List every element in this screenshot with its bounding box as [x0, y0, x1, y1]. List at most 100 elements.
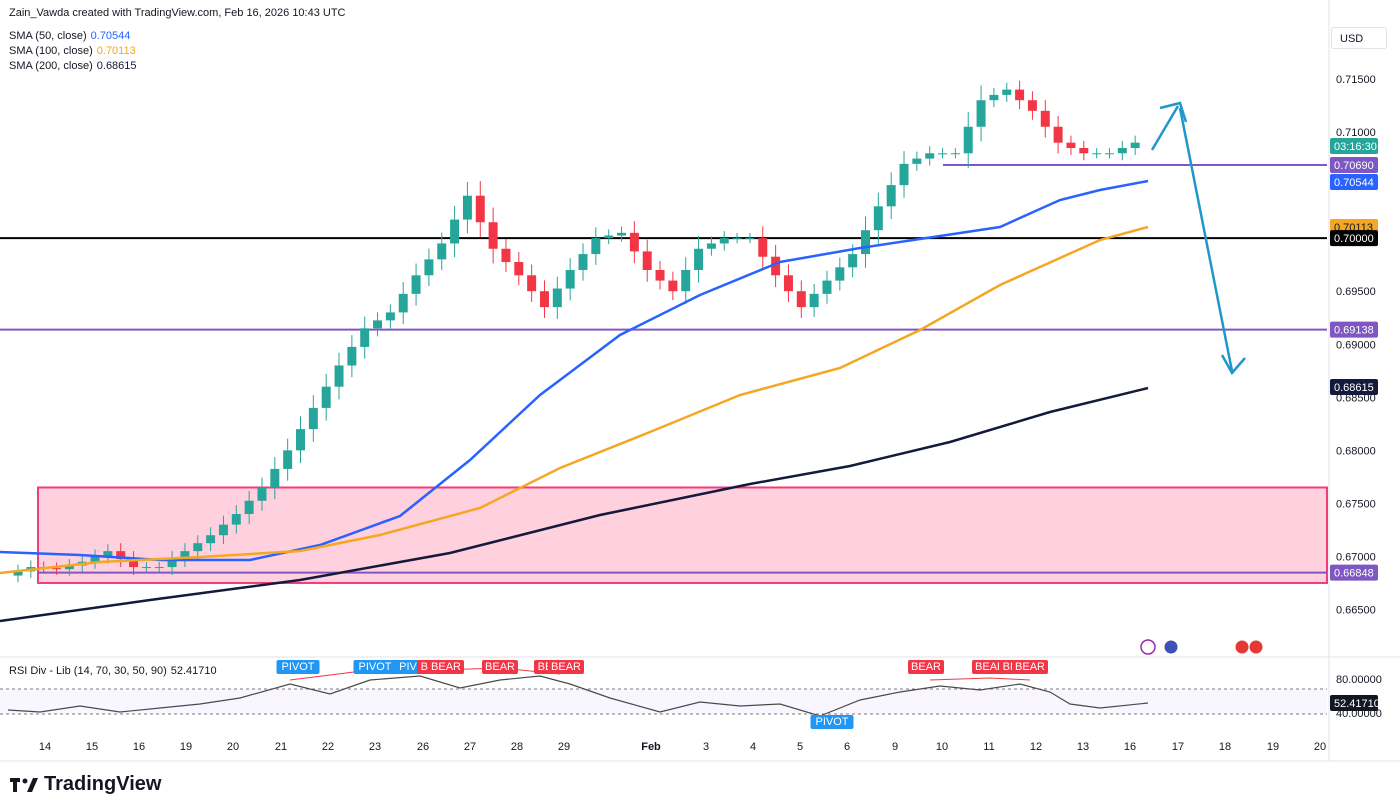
time-tick-label: 15	[86, 741, 98, 753]
candles-group	[13, 80, 1140, 583]
candle-body	[835, 267, 845, 281]
candle-body	[488, 222, 498, 249]
rsi-marker-label: PIVOT	[815, 716, 848, 728]
rsi-marker-label: BEAR	[911, 661, 941, 673]
time-tick-label: 6	[844, 741, 850, 753]
candle-body	[398, 293, 408, 313]
candle-body	[154, 567, 164, 569]
flag-au-icon	[1163, 639, 1179, 655]
candle-body	[1015, 89, 1025, 101]
price-tick-label: 0.69000	[1336, 339, 1376, 351]
candle-body	[1027, 100, 1037, 111]
rsi-marker-label: PIV	[399, 661, 417, 673]
candle-body	[925, 153, 935, 159]
candle-body	[617, 232, 627, 236]
candle-body	[296, 429, 305, 451]
rsi-marker-label: PIVOT	[281, 661, 314, 673]
rsi-marker-label: BEAR	[1015, 661, 1045, 673]
time-tick-label: 27	[464, 741, 476, 753]
candle-body	[938, 153, 948, 155]
countdown-label-bg	[1330, 138, 1378, 154]
price-tick-label: 0.69500	[1336, 286, 1376, 298]
level-label-070690: 0.70690	[1334, 160, 1374, 172]
candle-body	[745, 238, 755, 240]
candle-body	[373, 320, 383, 329]
candle-body	[1104, 153, 1114, 155]
flag-us-icon	[1248, 639, 1264, 655]
rsi-line	[7, 675, 1149, 717]
candle-body	[604, 235, 614, 239]
projection-arrows	[1150, 101, 1246, 376]
candle-body	[334, 365, 344, 387]
sma-200-legend[interactable]: SMA (200, close) 0.68615	[9, 60, 137, 72]
attribution-text: Zain_Vawda created with TradingView.com,…	[9, 7, 346, 19]
time-tick-label: 11	[983, 741, 994, 753]
time-tick-label: 3	[703, 741, 709, 753]
candle-body	[206, 535, 216, 544]
level-label-066848-bg	[1330, 564, 1378, 581]
sma-200-price-label-bg	[1330, 379, 1378, 395]
event-icons	[1140, 639, 1264, 655]
rsi-marker-label: BEAR	[975, 661, 1005, 673]
candle-body	[527, 275, 537, 292]
sma-200-line	[0, 386, 1149, 623]
sma-50-line	[0, 179, 1149, 562]
candle-body	[848, 254, 858, 268]
candle-body	[822, 280, 832, 294]
candle-body	[1079, 147, 1089, 154]
price-tick-label: 0.67000	[1336, 551, 1376, 563]
time-tick-label: 10	[936, 741, 948, 753]
rsi-marker-bg	[353, 660, 397, 674]
candle-body	[1130, 142, 1140, 148]
time-tick-label: 29	[558, 741, 570, 753]
sma-50-legend[interactable]: SMA (50, close) 0.70544	[9, 30, 131, 42]
candle-body	[591, 238, 601, 255]
candle-body	[424, 259, 434, 276]
candle-body	[231, 514, 241, 525]
time-tick-label: Feb	[641, 741, 661, 753]
candle-body	[411, 275, 421, 294]
time-tick-label: 22	[322, 741, 334, 753]
time-tick-label: 19	[1267, 741, 1279, 753]
price-tick-label: 0.67500	[1336, 498, 1376, 510]
time-tick-label: 28	[511, 741, 523, 753]
candle-body	[668, 280, 678, 292]
sma-100-legend[interactable]: SMA (100, close) 0.70113	[9, 45, 136, 57]
candle-body	[437, 243, 447, 260]
candle-body	[283, 450, 293, 469]
candle-body	[886, 185, 896, 207]
rsi-marker-bg	[276, 660, 320, 674]
rsi-divergence-line	[929, 677, 1031, 681]
candle-body	[193, 543, 203, 552]
candle-body	[218, 524, 228, 536]
candle-body	[1092, 153, 1102, 155]
candle-body	[578, 254, 588, 270]
candle-body	[783, 275, 793, 292]
rsi-marker-bg	[393, 660, 423, 674]
price-tick-label: 0.66500	[1336, 605, 1376, 617]
rsi-tick-label: 80.00000	[1336, 674, 1382, 686]
candle-body	[861, 230, 870, 255]
currency-selector[interactable]: USD	[1331, 27, 1387, 49]
candle-body	[514, 262, 524, 276]
candle-body	[129, 559, 139, 568]
brand-logo[interactable]: TradingView	[10, 773, 161, 796]
projection-down-arrow	[1178, 107, 1234, 372]
candle-body	[539, 291, 549, 308]
demand-zone	[37, 486, 1328, 584]
price-axis: 0.71500 0.71000 0.70000 0.69500 0.69000 0.685…	[1336, 74, 1376, 617]
tradingview-logo-icon	[10, 777, 38, 792]
time-tick-label: 4	[750, 741, 756, 753]
time-tick-label: 19	[180, 741, 192, 753]
candle-body	[257, 487, 267, 501]
price-tick-label: 0.68000	[1336, 445, 1376, 457]
time-tick-label: 16	[133, 741, 145, 753]
candle-body	[321, 386, 331, 408]
time-tick-label: 18	[1219, 741, 1231, 753]
price-tick-label: 0.68500	[1336, 392, 1376, 404]
rsi-legend[interactable]: RSI Div - Lib (14, 70, 30, 50, 90) 52.417…	[9, 665, 217, 677]
rsi-marker-bg	[810, 715, 854, 729]
candle-body	[873, 206, 883, 231]
rsi-marker-label: PIVOT	[358, 661, 391, 673]
